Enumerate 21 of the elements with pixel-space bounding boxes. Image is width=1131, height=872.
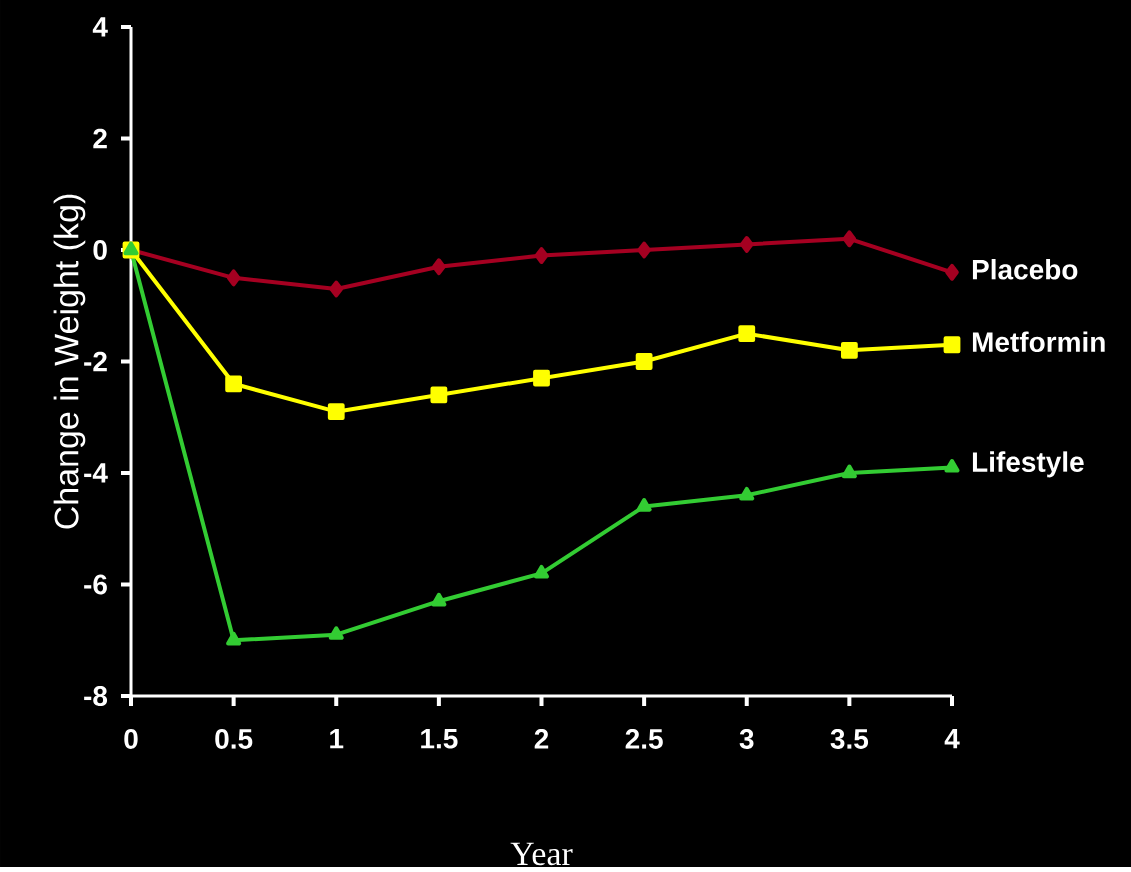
x-tick-label: 2 [534, 729, 549, 749]
x-tick-label: 3 [739, 729, 754, 749]
x-axis-title: Year [510, 842, 573, 866]
y-tick-label: 2 [93, 128, 107, 149]
y-tick-label: -6 [84, 574, 107, 595]
y-tick-label: -4 [84, 463, 108, 483]
x-tick-label: 2.5 [625, 729, 663, 749]
series-label: Lifestyle [972, 451, 1084, 478]
y-tick-label: -2 [84, 351, 107, 372]
series-label: Placebo [972, 259, 1078, 280]
series-label: Metformin [972, 331, 1105, 353]
y-tick-label: 0 [93, 240, 107, 260]
y-axis-title: Change in Weight (kg) [53, 194, 86, 529]
y-tick-label: -8 [84, 686, 108, 706]
x-tick-label: 1.5 [421, 729, 458, 749]
x-tick-label: 0 [124, 729, 138, 749]
y-tick-label: 4 [92, 17, 108, 37]
x-tick-label: 0.5 [215, 729, 253, 749]
x-tick-label: 4 [944, 729, 960, 749]
x-tick-label: 1 [330, 729, 344, 749]
x-tick-label: 3.5 [830, 729, 869, 749]
